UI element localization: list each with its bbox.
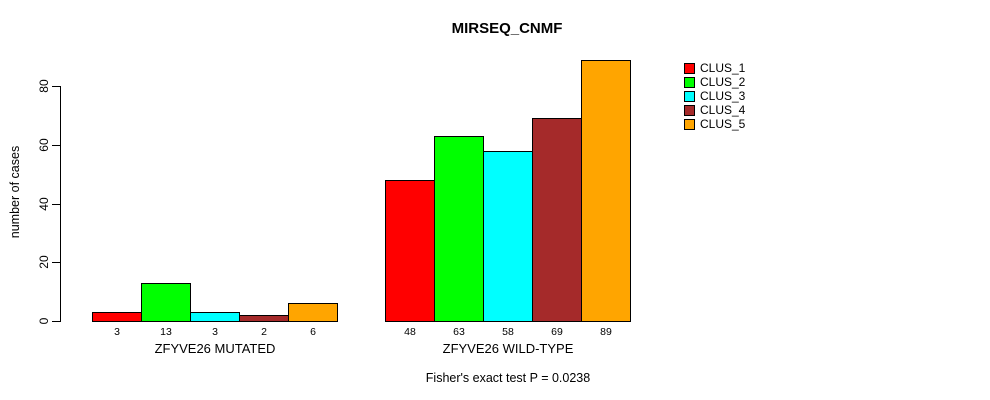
bar: [288, 303, 338, 322]
bar: [239, 315, 289, 322]
annotation-text: Fisher's exact test P = 0.0238: [425, 371, 591, 385]
y-axis: [60, 86, 61, 322]
x-group-label: ZFYVE26 MUTATED: [154, 341, 276, 356]
bar: [385, 180, 435, 322]
legend: CLUS_1 CLUS_2 CLUS_3 CLUS_4 CLUS_5: [684, 61, 745, 131]
y-axis-tick: [52, 204, 60, 205]
legend-swatch: [684, 118, 695, 130]
legend-item: CLUS_5: [684, 117, 745, 131]
legend-label: CLUS_4: [700, 103, 746, 117]
bar: [532, 118, 582, 322]
y-axis-tick: [52, 86, 60, 87]
legend-item: CLUS_2: [684, 75, 745, 89]
legend-label: CLUS_5: [700, 117, 746, 131]
legend-swatch: [684, 62, 695, 74]
y-axis-tick-label: 0: [37, 317, 51, 325]
chart-title: MIRSEQ_CNMF: [451, 20, 563, 37]
bar: [92, 312, 142, 322]
legend-label: CLUS_1: [700, 61, 746, 75]
y-axis-tick-label: 40: [37, 197, 51, 211]
bar-value-label: 63: [453, 326, 465, 338]
y-axis-tick: [52, 145, 60, 146]
legend-label: CLUS_2: [700, 75, 746, 89]
bar: [483, 151, 533, 322]
y-axis-tick: [52, 321, 60, 322]
y-axis-tick-label: 20: [37, 255, 51, 269]
bar-value-label: 13: [160, 326, 172, 338]
legend-swatch: [684, 104, 695, 116]
bar-value-label: 89: [600, 326, 612, 338]
bar-value-label: 3: [212, 326, 218, 338]
bar: [434, 136, 484, 322]
bar: [581, 60, 631, 322]
bar: [141, 283, 191, 322]
bar-value-label: 6: [310, 326, 316, 338]
bar-value-label: 48: [404, 326, 416, 338]
legend-item: CLUS_3: [684, 89, 745, 103]
x-group-label: ZFYVE26 WILD-TYPE: [442, 341, 574, 356]
y-axis-tick-label: 80: [37, 79, 51, 93]
bar-value-label: 3: [114, 326, 120, 338]
y-axis-tick: [52, 262, 60, 263]
legend-label: CLUS_3: [700, 89, 746, 103]
bar-value-label: 58: [502, 326, 514, 338]
legend-swatch: [684, 90, 695, 102]
bar-value-label: 69: [551, 326, 563, 338]
legend-item: CLUS_4: [684, 103, 745, 117]
y-axis-tick-label: 60: [37, 138, 51, 152]
bar: [190, 312, 240, 322]
legend-item: CLUS_1: [684, 61, 745, 75]
legend-swatch: [684, 76, 695, 88]
bar-value-label: 2: [261, 326, 267, 338]
